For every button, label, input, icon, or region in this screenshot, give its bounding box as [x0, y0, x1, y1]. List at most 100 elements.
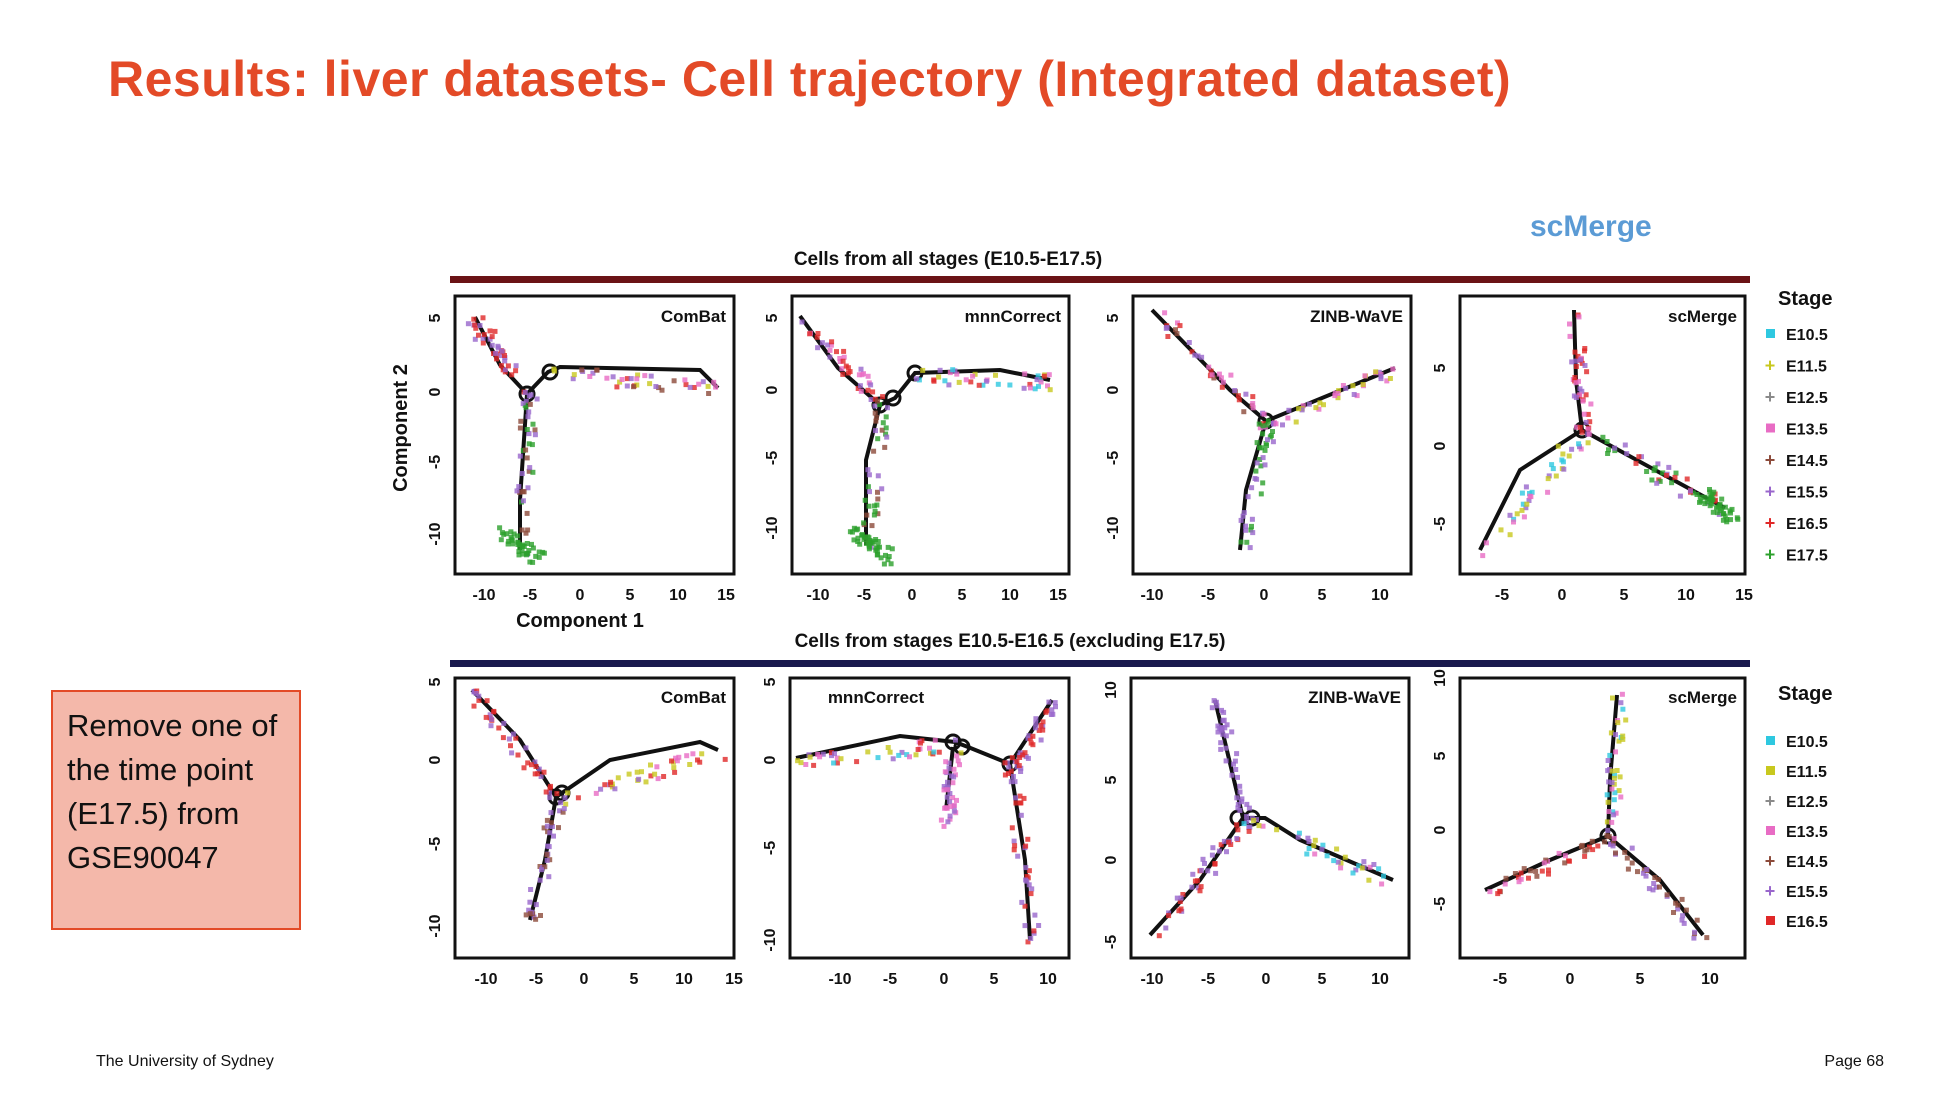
cell-point [501, 720, 507, 726]
cell-point [1728, 517, 1733, 523]
cell-point [696, 381, 702, 387]
cell-point [1012, 779, 1018, 785]
cell-point [945, 779, 950, 785]
cell-point [855, 535, 861, 541]
cell-point [1654, 480, 1660, 486]
cell-point [525, 485, 531, 491]
cell-point [1038, 379, 1044, 385]
legend-marker [1766, 329, 1775, 338]
cell-point [1200, 856, 1206, 862]
cell-point [1722, 504, 1728, 510]
legend-marker: + [1765, 450, 1776, 470]
cell-point [521, 765, 527, 771]
cell-point [941, 823, 947, 829]
cell-point [865, 373, 871, 379]
cell-point [1366, 877, 1372, 883]
cell-point [619, 377, 625, 382]
cell-point [1698, 498, 1704, 504]
cell-point [1569, 359, 1575, 365]
cell-point [1373, 369, 1379, 375]
cell-point [1224, 722, 1230, 728]
cell-point [1652, 875, 1658, 881]
cell-point [1241, 821, 1247, 827]
cell-point [530, 469, 536, 475]
cell-point [509, 537, 515, 543]
cell-point [527, 465, 533, 471]
cell-point [1018, 800, 1024, 806]
cell-point [857, 383, 863, 389]
cell-point [1013, 800, 1019, 806]
cell-point [1047, 387, 1053, 393]
cell-point [1614, 768, 1620, 773]
cell-point [1487, 889, 1493, 895]
y-tick: 10 [1432, 669, 1449, 687]
cell-point [865, 749, 871, 755]
panel-row1-zinbwave [1131, 294, 1413, 576]
cell-point [1296, 830, 1302, 836]
cell-point [1335, 395, 1341, 401]
cell-point [1234, 795, 1240, 801]
cell-point [547, 790, 552, 795]
cell-point [931, 749, 937, 755]
cell-point [523, 912, 529, 918]
cell-point [1049, 707, 1055, 713]
cell-point [875, 755, 881, 761]
cell-point [1235, 805, 1241, 811]
cell-point [546, 874, 552, 880]
cell-point [1028, 385, 1033, 391]
y-tick: -5 [427, 455, 444, 469]
x-tick: 5 [1620, 587, 1629, 604]
cell-point [1053, 704, 1058, 710]
cell-point [1299, 407, 1305, 413]
cell-point [1367, 864, 1373, 870]
cell-point [1219, 384, 1225, 390]
cell-point [1210, 845, 1216, 851]
cell-point [1600, 434, 1606, 440]
cell-point [1639, 454, 1644, 460]
legend-label: E11.5 [1786, 359, 1827, 376]
cell-point [945, 819, 951, 825]
cell-point [1616, 788, 1622, 794]
x-tick: 10 [669, 587, 687, 604]
cell-point [1306, 839, 1312, 844]
cell-point [1024, 874, 1030, 879]
cell-point [506, 538, 512, 544]
cell-point [1178, 895, 1184, 901]
cell-point [1683, 907, 1689, 913]
cell-point [943, 759, 949, 765]
cell-point [1556, 850, 1562, 856]
cell-point [980, 382, 986, 388]
cell-point [1224, 849, 1229, 855]
cell-point [1546, 473, 1552, 479]
cell-point [1250, 405, 1256, 411]
legend-marker: + [1765, 791, 1776, 811]
cell-point [527, 559, 533, 565]
cell-point [841, 348, 847, 354]
cell-point [504, 531, 510, 537]
cell-point [612, 786, 618, 792]
y-tick: 0 [762, 755, 779, 764]
cell-point [1612, 772, 1618, 778]
cell-point [853, 527, 859, 533]
cell-point [1254, 460, 1260, 466]
cell-point [1583, 419, 1589, 425]
cell-point [1604, 792, 1610, 798]
cell-point [523, 405, 529, 411]
cell-point [950, 795, 956, 801]
cell-point [1198, 884, 1204, 890]
legend-marker [1766, 736, 1775, 745]
cell-point [1216, 848, 1222, 854]
cell-point [1529, 489, 1535, 495]
legend-label: E17.5 [1786, 548, 1828, 565]
x-tick: 0 [1260, 587, 1269, 604]
cell-point [1031, 928, 1037, 934]
cell-point [1239, 796, 1245, 802]
cell-point [1209, 705, 1215, 711]
cell-point [674, 758, 680, 764]
cell-point [1618, 794, 1624, 800]
cell-point [841, 354, 847, 360]
cell-point [598, 786, 604, 792]
cell-point [639, 769, 644, 775]
cell-point [713, 384, 719, 390]
